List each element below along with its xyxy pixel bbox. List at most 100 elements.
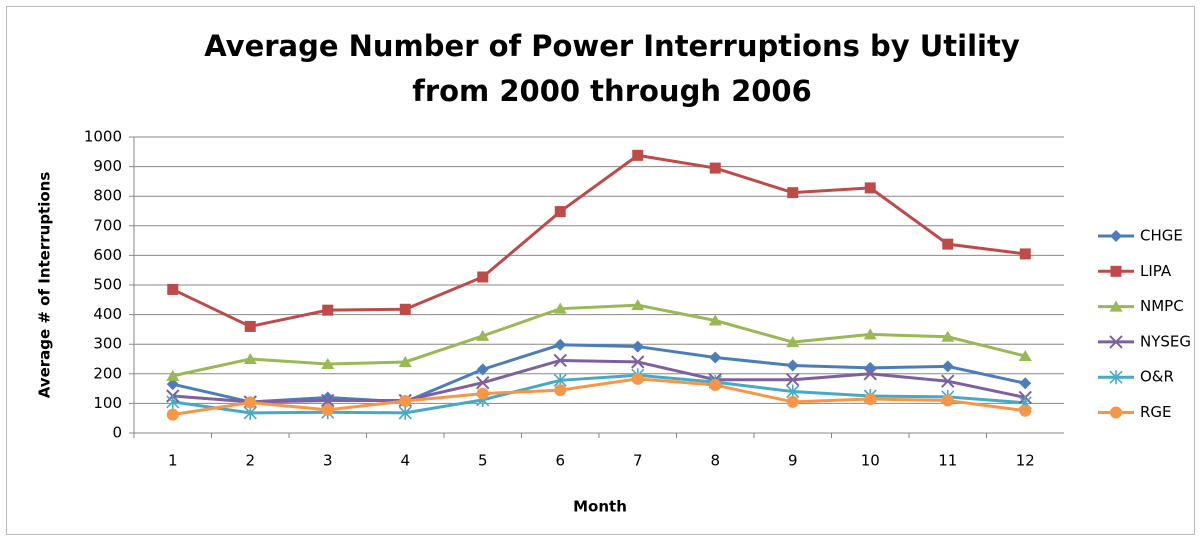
y-tick-label: 500 [93, 276, 122, 294]
legend-label: CHGE [1140, 227, 1183, 245]
marker [554, 338, 567, 351]
y-tick-label: 300 [93, 335, 122, 353]
marker [1019, 248, 1031, 260]
marker [321, 403, 334, 416]
series-line [172, 373, 1026, 415]
marker [554, 206, 566, 218]
marker [321, 358, 335, 370]
x-tick-label: 1 [168, 452, 178, 470]
legend-label: NMPC [1140, 297, 1184, 315]
marker [553, 302, 567, 314]
series-line [172, 303, 1026, 378]
chart-title: Average Number of Power Interruptions by… [204, 29, 1020, 63]
marker [709, 162, 721, 174]
x-tick-label: 12 [1016, 452, 1035, 470]
marker [1018, 350, 1032, 362]
x-tick-label: 4 [400, 452, 410, 470]
marker [399, 303, 411, 315]
marker [553, 353, 567, 368]
marker [167, 283, 179, 295]
marker [632, 149, 644, 161]
marker [787, 187, 799, 199]
legend-label: LIPA [1140, 262, 1172, 280]
series-line [172, 358, 1026, 404]
series-line [172, 343, 1026, 404]
x-tick-label: 3 [323, 452, 333, 470]
marker [709, 351, 722, 364]
marker [554, 384, 567, 397]
series-line [172, 377, 1026, 417]
marker [786, 336, 800, 348]
marker [941, 360, 954, 373]
marker [631, 340, 644, 353]
marker [1109, 300, 1123, 312]
marker [864, 182, 876, 194]
marker [863, 367, 877, 381]
marker [786, 359, 799, 372]
y-tick-label: 200 [93, 364, 122, 382]
marker [166, 408, 179, 421]
marker [244, 396, 257, 409]
series-line [172, 153, 1026, 329]
legend-label: NYSEG [1140, 332, 1191, 350]
marker [398, 405, 412, 420]
legend-label: O&R [1140, 368, 1174, 386]
marker [942, 238, 954, 250]
marker [244, 320, 256, 332]
marker [708, 314, 722, 326]
marker [322, 304, 334, 316]
y-tick-label: 100 [93, 394, 122, 412]
marker [786, 373, 800, 387]
marker [399, 395, 412, 408]
marker [321, 391, 334, 404]
marker [1110, 406, 1122, 419]
marker [941, 394, 954, 407]
marker [476, 375, 490, 390]
marker [166, 394, 180, 409]
marker [941, 330, 955, 342]
x-tick-label: 2 [245, 452, 255, 470]
x-tick-label: 8 [710, 452, 720, 470]
x-tick-label: 9 [788, 452, 798, 470]
marker [631, 355, 645, 369]
x-tick-label: 6 [555, 452, 565, 470]
marker [166, 369, 180, 381]
legend-label: RGE [1140, 403, 1172, 421]
marker [476, 363, 489, 376]
marker [476, 387, 489, 400]
marker [864, 392, 877, 405]
y-tick-label: 0 [112, 424, 122, 442]
marker [398, 355, 412, 367]
marker [941, 374, 955, 388]
y-tick-label: 700 [93, 216, 122, 234]
x-tick-label: 10 [861, 452, 880, 470]
marker [709, 379, 722, 392]
x-axis-title: Month [573, 498, 627, 516]
marker [786, 395, 799, 408]
marker [477, 271, 489, 283]
marker [863, 328, 877, 340]
x-tick-label: 5 [478, 452, 488, 470]
marker [321, 393, 335, 408]
marker [1109, 335, 1123, 349]
y-axis-title: Average # of Interruptions [36, 172, 54, 399]
y-tick-label: 900 [93, 157, 122, 175]
y-tick-label: 1000 [84, 128, 122, 146]
marker [166, 378, 179, 391]
x-tick-label: 11 [938, 452, 957, 470]
marker [631, 299, 645, 311]
chart-title: from 2000 through 2006 [412, 74, 812, 108]
marker [1019, 377, 1032, 390]
y-tick-label: 400 [93, 305, 122, 323]
marker [1110, 265, 1122, 277]
marker [631, 372, 644, 385]
y-tick-label: 600 [93, 246, 122, 264]
x-tick-label: 7 [633, 452, 643, 470]
marker [476, 329, 490, 341]
marker [243, 353, 257, 364]
chart-border [6, 6, 1195, 535]
marker [1110, 230, 1122, 242]
marker [1109, 370, 1123, 385]
marker [1019, 404, 1032, 417]
